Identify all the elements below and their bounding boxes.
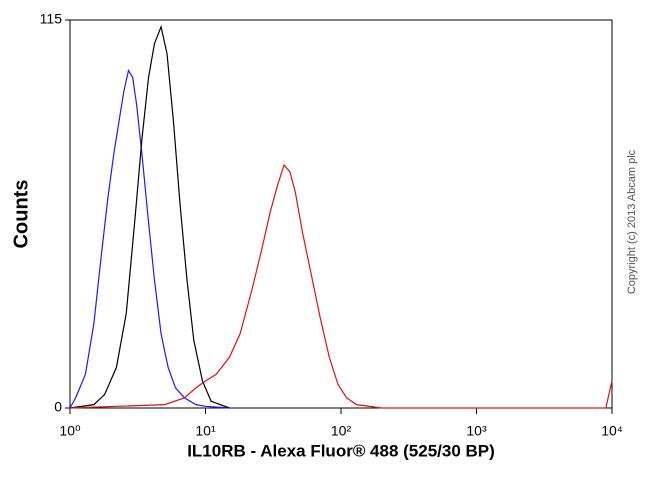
y-axis-title: Counts bbox=[10, 180, 32, 249]
x-tick-label: 10¹ bbox=[195, 423, 216, 439]
x-axis-title: IL10RB - Alexa Fluor® 488 (525/30 BP) bbox=[187, 441, 495, 460]
y-tick-label: 0 bbox=[54, 399, 62, 415]
x-tick-label: 10² bbox=[331, 423, 352, 439]
copyright: Copyright (c) 2013 Abcam plc bbox=[626, 149, 638, 294]
plot-frame bbox=[69, 19, 613, 409]
y-tick-label: 115 bbox=[40, 11, 63, 27]
x-tick-label: 10⁰ bbox=[59, 423, 81, 439]
series-line bbox=[69, 69, 230, 409]
series-line bbox=[69, 24, 230, 409]
series-line bbox=[69, 163, 613, 409]
x-tick-label: 10³ bbox=[466, 423, 487, 439]
x-tick-label: 10⁴ bbox=[601, 423, 623, 439]
